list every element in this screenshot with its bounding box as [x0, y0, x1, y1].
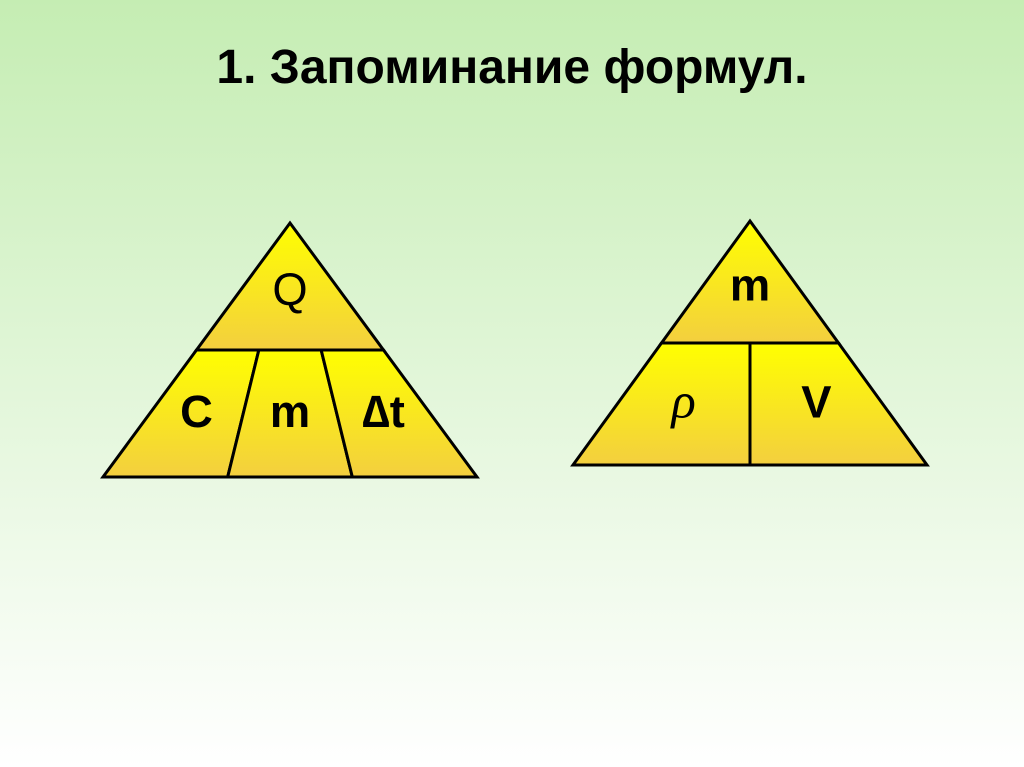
formula-bottom-label: C	[180, 386, 213, 437]
formula-top-label: m	[730, 260, 770, 311]
heat-formula-triangle: Q Cm ∆t	[100, 220, 480, 480]
slide: 1. Запоминание формул. Q Cm ∆t m ρ V	[0, 0, 1024, 767]
formula-bottom-label: ∆t	[362, 386, 405, 437]
slide-title: 1. Запоминание формул.	[0, 40, 1024, 95]
formula-bottom-label: V	[801, 377, 831, 428]
formula-bottom-label: m	[270, 386, 310, 437]
diagram-stage: Q Cm ∆t m ρ V	[0, 200, 1024, 767]
formula-bottom-cell	[750, 343, 927, 465]
formula-top-label: Q	[272, 264, 307, 315]
formula-bottom-label: ρ	[669, 373, 695, 429]
density-formula-triangle: m ρ V	[570, 218, 930, 468]
formula-bottom-cell	[573, 343, 750, 465]
